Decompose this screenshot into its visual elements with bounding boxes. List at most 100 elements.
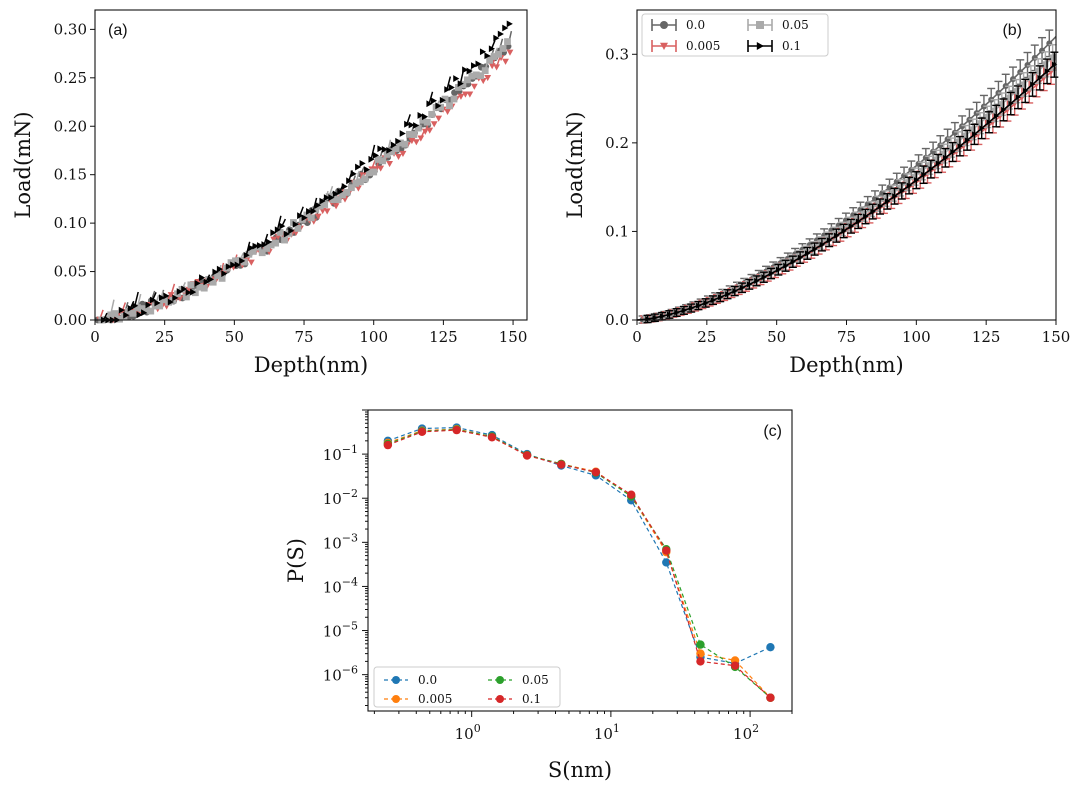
series-line xyxy=(387,428,771,699)
data-point xyxy=(190,288,197,296)
y-tick-label: 0.1 xyxy=(605,222,629,240)
data-point xyxy=(263,245,271,252)
data-point xyxy=(475,60,482,68)
data-point xyxy=(493,34,500,42)
legend-label: 0.005 xyxy=(686,39,720,53)
y-tick-label: 10−3 xyxy=(323,531,358,552)
y-tick-label: 0.00 xyxy=(54,311,87,329)
x-tick-label: 150 xyxy=(499,328,528,346)
data-point xyxy=(466,91,474,98)
data-point xyxy=(1020,81,1027,88)
data-point xyxy=(138,305,146,313)
series-0-1 xyxy=(636,51,1059,324)
data-point xyxy=(245,250,253,258)
data-point xyxy=(855,218,862,225)
data-point xyxy=(913,177,920,184)
y-axis-title: P(S) xyxy=(284,538,308,583)
data-point xyxy=(926,162,933,169)
data-point xyxy=(408,121,415,129)
data-segment xyxy=(276,215,282,230)
data-point xyxy=(783,262,789,269)
data-point xyxy=(627,490,636,499)
y-axis-title: Load(mN) xyxy=(563,111,587,218)
data-point xyxy=(430,97,438,105)
data-segment xyxy=(102,312,108,321)
data-point xyxy=(377,145,384,153)
data-segment xyxy=(129,300,135,309)
series-0-0 xyxy=(383,423,775,668)
data-point xyxy=(303,211,311,219)
data-point xyxy=(993,113,1000,120)
data-point xyxy=(725,291,731,298)
data-point xyxy=(252,242,259,250)
data-point xyxy=(506,20,513,28)
data-point xyxy=(417,427,427,437)
y-tick-label: 0.10 xyxy=(54,214,87,232)
data-point xyxy=(319,197,326,205)
data-point xyxy=(395,137,402,145)
series-line xyxy=(387,428,771,699)
data-segment xyxy=(406,114,411,125)
data-point xyxy=(288,227,295,235)
data-point xyxy=(933,156,940,163)
data-point xyxy=(334,196,342,203)
data-point xyxy=(688,305,695,312)
y-tick-label: 10−2 xyxy=(323,487,358,508)
series-0-005 xyxy=(96,49,514,324)
data-point xyxy=(421,128,429,135)
data-point xyxy=(328,194,335,201)
legend-marker xyxy=(496,676,504,684)
y-tick-label: 0.30 xyxy=(54,20,87,38)
data-point xyxy=(479,78,487,85)
data-point xyxy=(167,292,175,299)
data-point xyxy=(381,146,388,153)
x-tick-label: 0 xyxy=(90,328,100,346)
x-tick-label: 102 xyxy=(733,722,759,743)
x-tick-label: 50 xyxy=(767,328,786,346)
data-point xyxy=(459,81,467,88)
data-point xyxy=(316,202,324,210)
data-point xyxy=(270,236,278,243)
x-axis-title: Depth(nm) xyxy=(254,353,369,377)
data-point xyxy=(947,144,954,151)
data-point xyxy=(979,125,985,132)
data-point xyxy=(185,289,192,296)
data-point xyxy=(187,281,195,289)
data-point xyxy=(185,286,193,294)
data-point xyxy=(323,208,331,215)
series-0-05 xyxy=(636,44,1057,324)
axes-frame xyxy=(367,409,793,712)
data-segment xyxy=(370,144,376,160)
data-point xyxy=(696,657,705,666)
data-segment xyxy=(263,233,269,245)
data-point xyxy=(457,93,465,100)
data-point xyxy=(964,137,971,144)
data-point xyxy=(1030,81,1036,88)
data-point xyxy=(479,48,487,56)
data-point xyxy=(450,95,458,103)
legend-marker xyxy=(392,695,400,703)
data-point xyxy=(477,72,485,80)
data-point xyxy=(142,306,150,314)
data-point xyxy=(944,136,951,143)
data-point xyxy=(472,71,480,79)
data-point xyxy=(470,83,478,90)
data-point xyxy=(955,138,962,145)
data-point xyxy=(361,175,369,183)
x-axis-title: S(nm) xyxy=(548,758,612,782)
x-tick-label: 25 xyxy=(697,328,716,346)
data-point xyxy=(899,187,905,194)
data-point xyxy=(455,84,462,91)
data-point xyxy=(659,313,666,320)
data-point xyxy=(557,460,566,469)
data-point xyxy=(497,30,504,38)
data-point xyxy=(462,66,469,74)
data-point xyxy=(446,102,453,110)
data-point xyxy=(111,310,119,317)
data-point xyxy=(160,296,168,304)
y-tick-label: 10−4 xyxy=(323,575,358,596)
data-point xyxy=(270,229,277,237)
data-point xyxy=(959,123,966,130)
series-line xyxy=(387,426,771,665)
